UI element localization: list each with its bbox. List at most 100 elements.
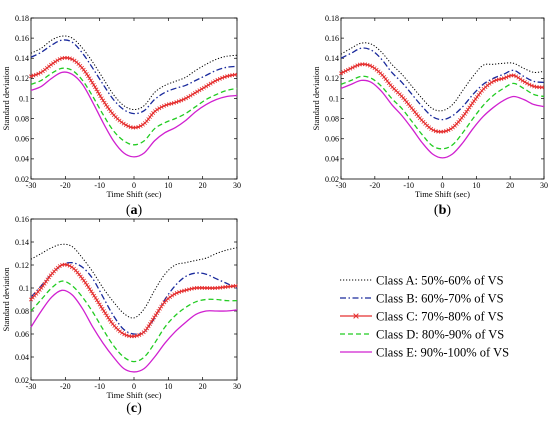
- series-marker-class-c: [491, 79, 496, 84]
- series-marker-class-c: [181, 97, 186, 102]
- series-marker-class-c: [98, 94, 103, 99]
- series-marker-class-c: [84, 71, 89, 76]
- series-line-class-d: [340, 75, 545, 150]
- panel-letter: c: [131, 401, 137, 416]
- series-marker-class-c: [208, 81, 213, 86]
- series-marker-class-c: [105, 104, 110, 109]
- y-tick-label: 0.1: [19, 94, 29, 103]
- panel-letter: b: [439, 203, 447, 218]
- y-tick-label: 0.14: [325, 54, 339, 63]
- series-marker-class-c: [518, 77, 523, 82]
- series-marker-class-c: [487, 81, 492, 86]
- series-marker-class-c: [87, 76, 92, 81]
- series-marker-class-c: [121, 121, 126, 126]
- series-marker-class-c: [149, 319, 154, 324]
- series-marker-class-c: [522, 80, 527, 85]
- chart-panel-c: -30 -20 -10 0 10 20 30 0.02 0.04 0.06 0.08 0.1 0.12 0…: [1, 215, 241, 416]
- series-marker-class-c: [137, 333, 142, 337]
- series-marker-class-c: [138, 124, 143, 128]
- series-marker-class-c: [97, 302, 102, 307]
- series-marker-class-c: [103, 311, 108, 316]
- series-marker-class-c: [345, 67, 350, 72]
- series-marker-class-c: [184, 96, 189, 101]
- series-marker-class-c: [33, 72, 38, 77]
- series-marker-class-c: [172, 292, 177, 297]
- plot-frame: [340, 17, 545, 180]
- series-marker-class-c: [90, 291, 95, 296]
- series-marker-class-c: [119, 120, 124, 125]
- x-tick-label: -20: [369, 181, 380, 190]
- series-marker-class-c: [29, 74, 33, 79]
- series-line-class-b: [30, 39, 238, 115]
- series-marker-class-c: [48, 62, 53, 67]
- y-axis-label: Standard deviation: [1, 267, 11, 332]
- panel-label: (a): [126, 203, 143, 218]
- series-line-class-d: [30, 280, 238, 363]
- series-marker-class-c: [53, 59, 58, 64]
- x-tick-label: 20: [199, 382, 207, 391]
- x-tick-label: 20: [506, 181, 514, 190]
- series-marker-class-c: [195, 89, 200, 94]
- panel-paren: ): [137, 401, 142, 416]
- series-line-class-b: [340, 47, 545, 121]
- series-marker-class-c: [86, 285, 91, 290]
- series-marker-class-c: [95, 89, 100, 94]
- series-marker-class-c: [55, 58, 60, 63]
- panel-label: (c): [126, 401, 142, 416]
- series-marker-class-c: [504, 75, 509, 80]
- series-marker-class-c: [186, 95, 191, 99]
- series-marker-class-c: [146, 324, 151, 329]
- legend-label-class-e: Class E: 90%-100% of VS: [376, 345, 509, 359]
- series-marker-class-c: [136, 124, 141, 129]
- plot-frame: [30, 218, 238, 381]
- series-line-class-e: [30, 71, 238, 158]
- series-marker-class-c: [57, 57, 62, 62]
- y-tick-label: 0.16: [15, 34, 29, 43]
- y-tick-label: 0.02: [15, 175, 29, 184]
- series-marker-class-c: [101, 98, 106, 103]
- series-marker-class-c: [471, 99, 476, 104]
- series-marker-class-c: [188, 93, 193, 98]
- panel-paren: (: [126, 401, 131, 416]
- y-tick-label: 0.16: [325, 34, 339, 43]
- series-line-class-a: [30, 243, 238, 319]
- series-marker-class-c: [170, 293, 175, 298]
- x-tick-label: 10: [472, 181, 480, 190]
- panel-paren: ): [446, 203, 451, 218]
- x-tick-label: 30: [233, 181, 241, 190]
- series-marker-class-c: [431, 128, 436, 133]
- series-marker-class-c: [368, 63, 372, 68]
- series-marker-class-c: [44, 279, 48, 284]
- x-tick-label: 0: [132, 181, 136, 190]
- series-marker-class-c: [104, 102, 108, 107]
- x-tick-label: 30: [233, 382, 241, 391]
- series-marker-class-c: [370, 64, 375, 69]
- y-tick-label: 0.04: [15, 353, 29, 362]
- series-marker-class-c: [92, 293, 97, 298]
- series-marker-class-c: [529, 83, 534, 88]
- series-marker-class-c: [350, 65, 355, 70]
- y-tick-label: 0.08: [15, 307, 29, 316]
- y-tick-label: 0.08: [325, 114, 339, 123]
- x-tick-label: -10: [94, 382, 105, 391]
- legend-label-class-d: Class D: 80%-90% of VS: [376, 327, 504, 341]
- series-marker-class-c: [145, 326, 150, 331]
- series-marker-class-c: [199, 87, 204, 91]
- series-marker-class-c: [501, 76, 506, 81]
- series-marker-class-c: [511, 73, 516, 78]
- y-tick-label: 0.14: [15, 238, 29, 247]
- series-marker-class-c: [157, 306, 162, 311]
- series-line-class-e: [30, 289, 238, 373]
- x-tick-label: -10: [403, 181, 414, 190]
- series-marker-class-c: [107, 317, 112, 322]
- y-axis-label: Standard deviation: [1, 66, 11, 131]
- series-marker-class-c: [159, 304, 164, 309]
- series-marker-class-c: [94, 87, 99, 92]
- x-tick-label: -10: [94, 181, 105, 190]
- x-tick-label: 20: [199, 181, 207, 190]
- x-tick-label: -30: [26, 382, 37, 391]
- series-marker-class-c: [99, 304, 104, 309]
- series-marker-class-c: [70, 57, 75, 62]
- series-marker-class-c: [213, 79, 218, 84]
